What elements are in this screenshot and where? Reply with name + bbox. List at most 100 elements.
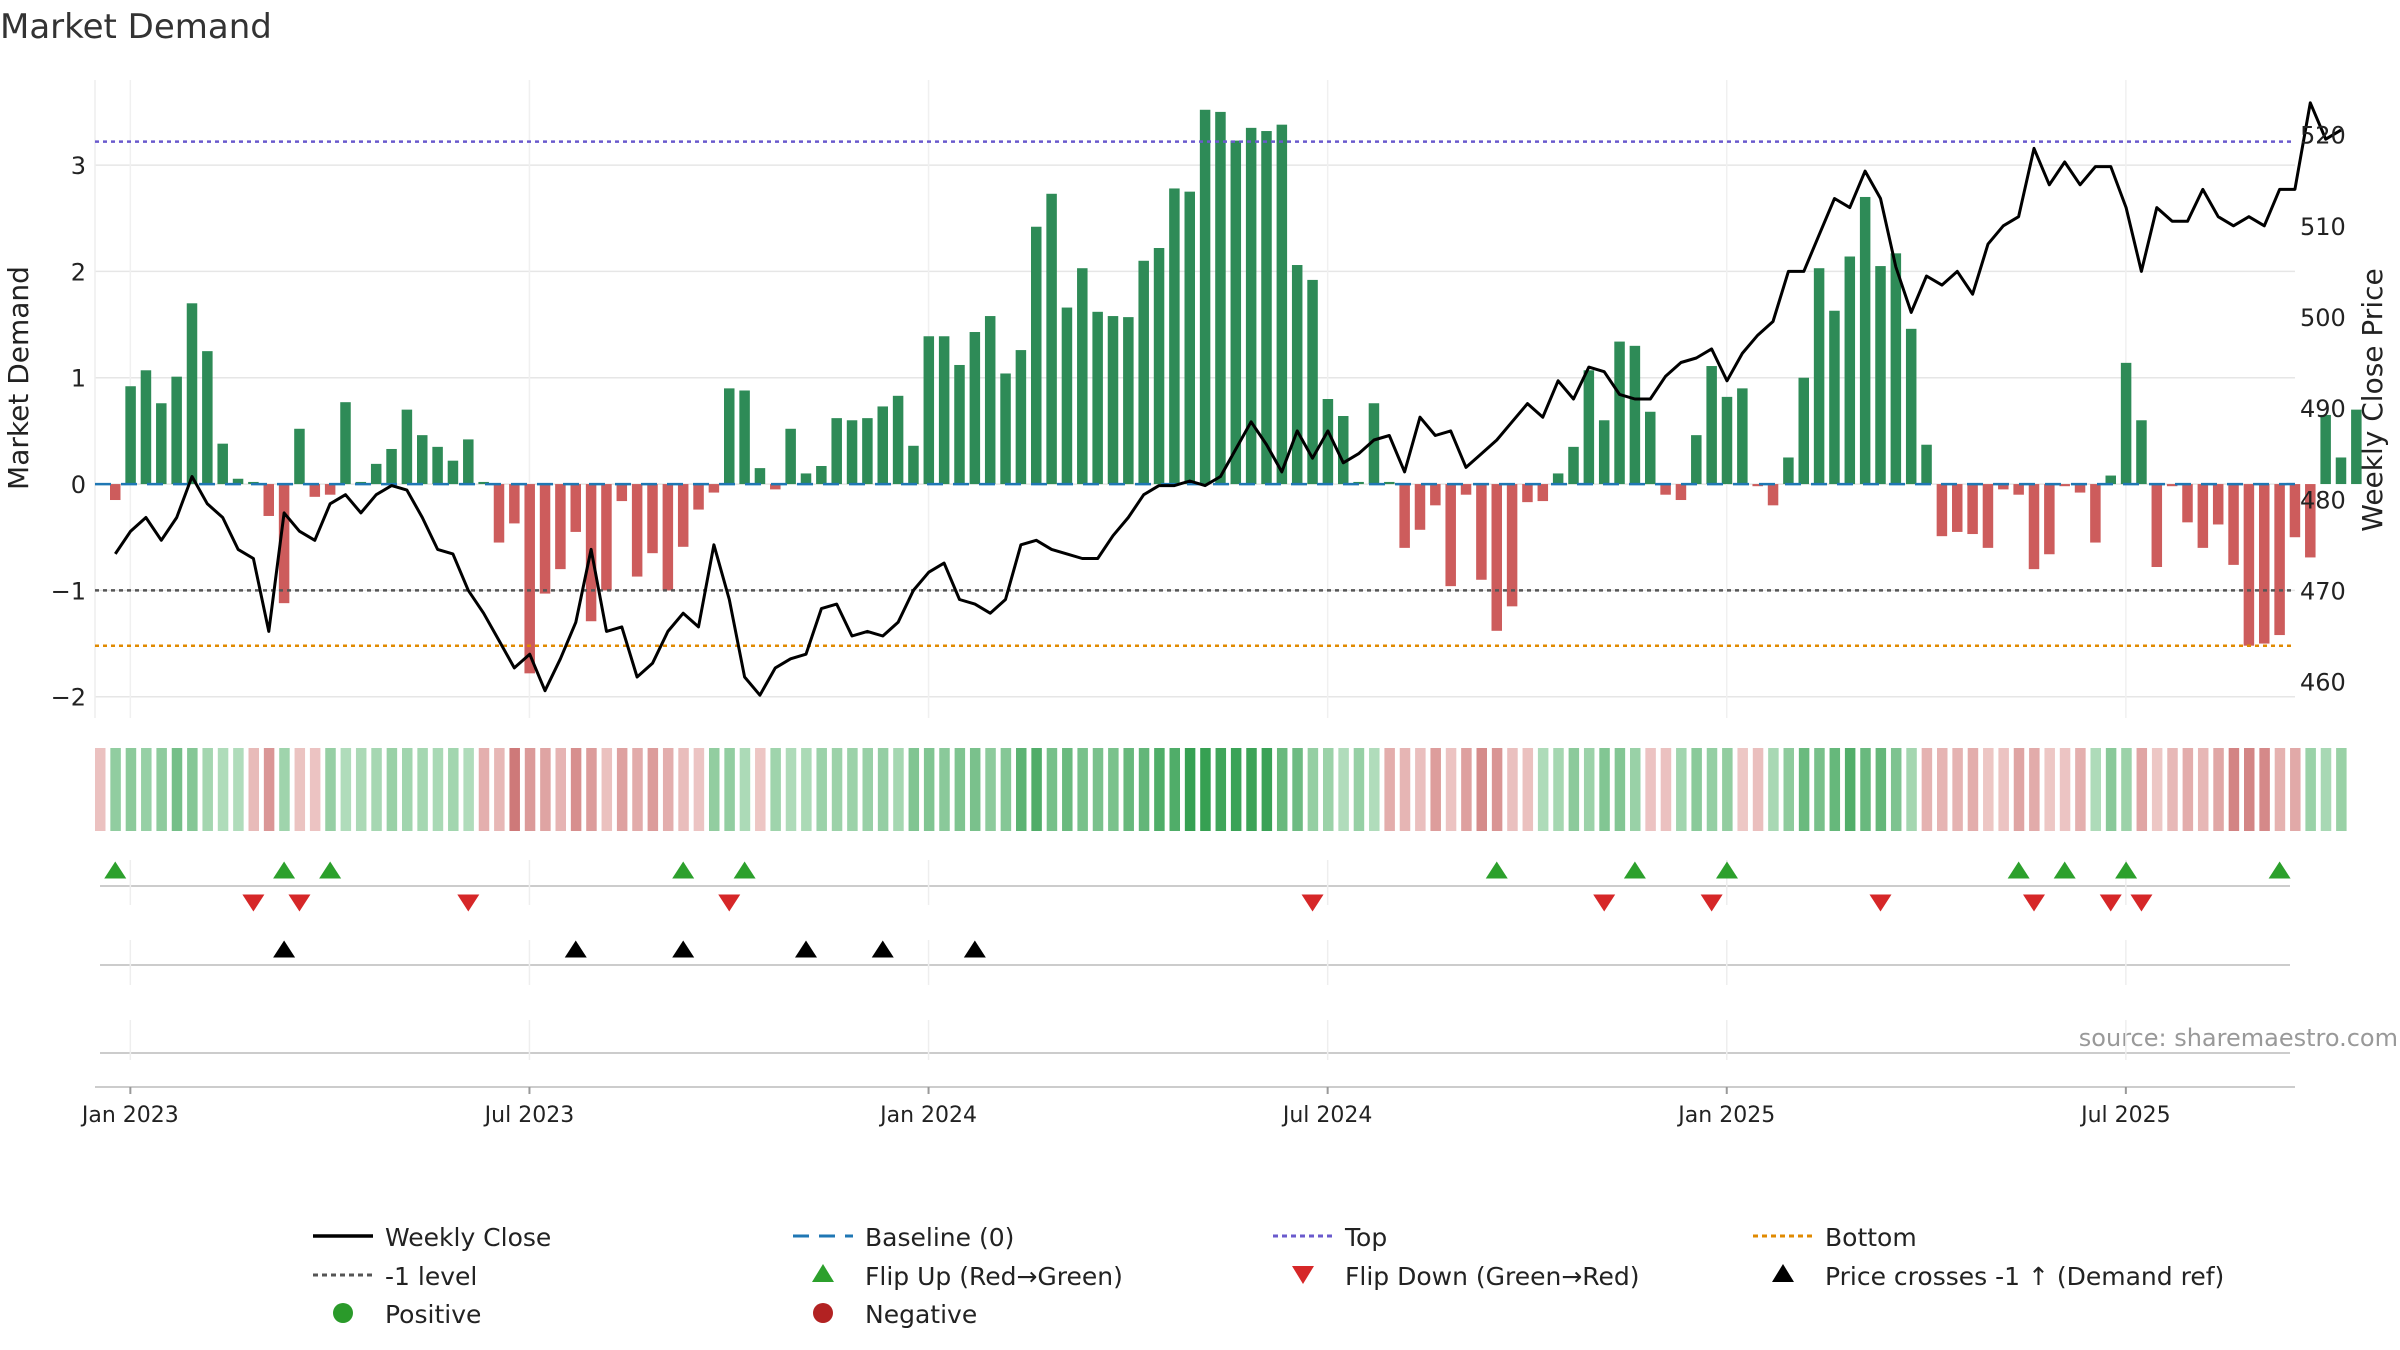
heat-cell — [1016, 748, 1027, 831]
y-axis-left-label: Market Demand — [2, 266, 35, 490]
demand-bar — [1399, 484, 1410, 548]
right-y-tick-label: 460 — [2300, 669, 2346, 697]
heat-cell — [2197, 748, 2209, 831]
heat-cell — [724, 748, 735, 831]
flip-up-marker — [1623, 861, 1646, 879]
heat-cell — [2228, 748, 2240, 831]
demand-bar — [662, 484, 674, 591]
heat-cell — [1768, 748, 1779, 831]
demand-bar — [892, 395, 904, 485]
demand-bar — [2351, 409, 2362, 485]
flip-up-marker — [1716, 861, 1738, 879]
heat-cell — [1860, 748, 1871, 831]
flip-down-marker — [2130, 894, 2153, 912]
heat-cell — [2244, 748, 2255, 831]
demand-bar — [417, 435, 428, 485]
heat-cell — [1491, 748, 1503, 831]
heat-cell — [1722, 748, 1733, 831]
heat-cell — [801, 748, 812, 831]
heat-cell — [1200, 748, 1211, 831]
demand-bar — [324, 484, 336, 495]
demand-bar — [754, 468, 766, 485]
flip-up-marker — [2115, 861, 2138, 879]
flip-down-marker — [242, 894, 265, 912]
demand-bar — [616, 484, 628, 502]
flip-down-marker — [1869, 894, 1892, 912]
heat-cell — [187, 748, 198, 831]
heat-cell — [2151, 748, 2163, 831]
signal-panels — [95, 860, 2295, 1088]
legend-item-flip-down: Flip Down (Green→Red) — [1292, 1262, 1640, 1291]
heat-cell — [2320, 748, 2332, 831]
x-axis-ticks: Jan 2023 Jul 2023 Jan 2024 Jul 2024 Jan 2025… — [80, 1087, 2171, 1128]
heat-cell — [202, 748, 213, 831]
heat-cell — [678, 748, 689, 831]
demand-bar — [2289, 484, 2301, 538]
demand-bar — [1107, 316, 1119, 485]
y-axis-right-label: Weekly Close Price — [2356, 268, 2389, 531]
demand-bar — [2151, 484, 2163, 568]
heat-cell — [1706, 748, 1718, 831]
heat-cell — [309, 748, 321, 831]
demand-bar — [1476, 484, 1487, 580]
demand-bar — [509, 484, 520, 524]
demand-bar — [1568, 446, 1579, 485]
legend-item-bottom: Bottom — [1753, 1223, 1917, 1252]
price-cross-marker — [564, 940, 587, 958]
flip-down-marker — [1301, 894, 1324, 912]
heat-cell — [1461, 748, 1472, 831]
demand-bar — [1921, 444, 1932, 485]
demand-bars — [110, 109, 2362, 674]
demand-bar — [770, 484, 781, 490]
left-y-ticks: −2 −1 0 1 2 3 — [51, 152, 86, 712]
demand-bar — [555, 484, 566, 570]
demand-bar — [478, 481, 489, 485]
demand-bar — [938, 336, 950, 485]
legend-label: Baseline (0) — [865, 1223, 1014, 1252]
legend-label: Bottom — [1825, 1223, 1917, 1252]
left-y-tick-label: 3 — [71, 152, 86, 180]
heat-cell — [1430, 748, 1441, 831]
demand-bar — [1169, 188, 1180, 485]
x-tick-label: Jan 2023 — [80, 1103, 179, 1128]
demand-bar — [1384, 481, 1395, 485]
heat-cell — [662, 748, 674, 831]
legend-item-baseline: Baseline (0) — [793, 1223, 1014, 1252]
demand-bar — [1230, 140, 1242, 485]
heat-cell — [847, 748, 858, 831]
demand-bar — [1752, 484, 1763, 487]
heat-cell — [1568, 748, 1580, 831]
legend-label: Flip Down (Green→Red) — [1345, 1262, 1640, 1291]
demand-bar — [217, 443, 228, 485]
demand-bar — [984, 316, 996, 485]
heat-cell — [1062, 748, 1073, 831]
heat-cell — [524, 748, 536, 831]
heat-cell — [985, 748, 996, 831]
demand-bar — [125, 386, 136, 485]
legend-triangle-down-symbol — [1292, 1266, 1314, 1284]
heat-cell — [586, 748, 597, 831]
heat-cell — [831, 748, 843, 831]
heat-cell — [355, 748, 367, 831]
heat-cell — [954, 748, 966, 831]
right-y-tick-label: 510 — [2300, 213, 2346, 241]
heat-cell — [233, 748, 244, 831]
demand-bar — [1061, 307, 1073, 485]
demand-bar — [1015, 350, 1027, 485]
right-y-ticks: 460 470 480 490 500 510 520 — [2300, 122, 2346, 697]
demand-bar — [1614, 341, 1625, 485]
demand-bar — [1767, 484, 1779, 506]
demand-bar — [309, 484, 321, 497]
demand-bar — [1031, 226, 1042, 485]
flip-up-marker — [733, 861, 756, 879]
chart-title: Market Demand — [0, 7, 272, 47]
flip-up-marker — [104, 861, 127, 879]
legend: Weekly Close Baseline (0) Top Bottom -1 … — [313, 1223, 2224, 1329]
demand-bar — [969, 332, 981, 485]
heat-cell — [2075, 748, 2086, 831]
heat-cell — [862, 748, 873, 831]
demand-bar — [1138, 260, 1149, 485]
demand-bar — [1890, 253, 1902, 485]
heat-cell — [110, 748, 121, 831]
heat-cell — [95, 748, 106, 831]
